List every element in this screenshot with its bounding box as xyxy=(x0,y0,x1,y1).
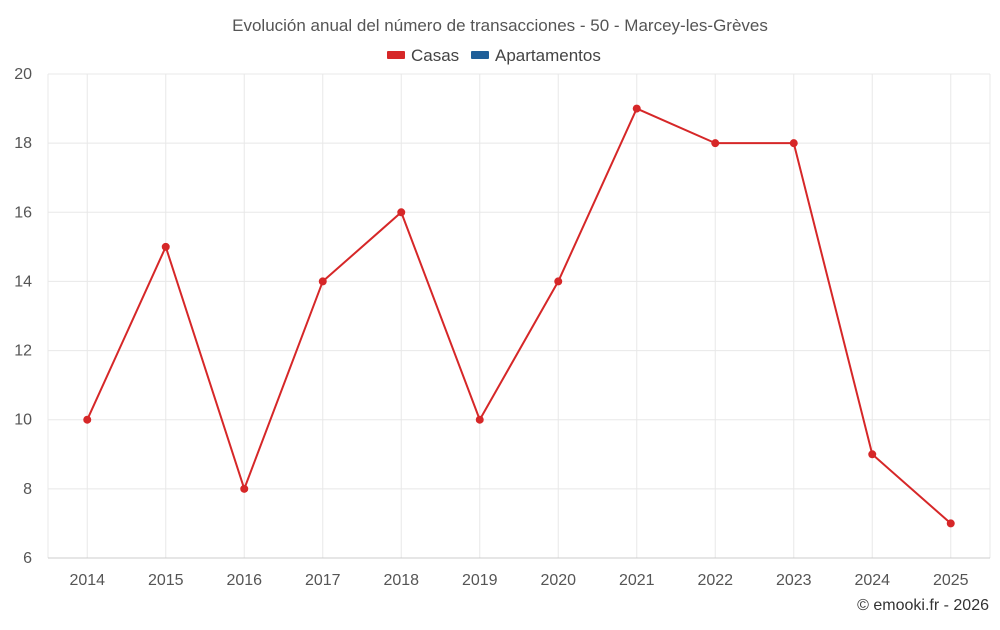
data-point-2020[interactable] xyxy=(554,277,563,286)
series-casas xyxy=(83,104,955,528)
y-axis-ticks: 6 8 10 12 14 16 18 20 xyxy=(14,66,32,567)
x-tick-label: 2017 xyxy=(305,572,341,589)
data-point-2025[interactable] xyxy=(946,519,955,528)
legend-item-casas[interactable]: Casas xyxy=(387,46,459,65)
legend-label-casas: Casas xyxy=(411,46,459,65)
x-tick-label: 2016 xyxy=(226,572,262,589)
x-tick-label: 2025 xyxy=(933,572,969,589)
x-tick-label: 2024 xyxy=(854,572,890,589)
data-point-2015[interactable] xyxy=(161,242,170,251)
legend: Casas Apartamentos xyxy=(387,46,601,65)
legend-label-apartamentos: Apartamentos xyxy=(495,46,601,65)
data-point-2019[interactable] xyxy=(475,415,484,424)
data-point-2024[interactable] xyxy=(868,450,877,459)
legend-item-apartamentos[interactable]: Apartamentos xyxy=(471,46,601,65)
x-tick-label: 2018 xyxy=(383,572,419,589)
data-point-2021[interactable] xyxy=(632,104,641,113)
data-point-2016[interactable] xyxy=(240,484,249,493)
x-tick-label: 2023 xyxy=(776,572,812,589)
y-tick-label: 8 xyxy=(23,481,32,498)
x-tick-label: 2015 xyxy=(148,572,184,589)
x-tick-label: 2022 xyxy=(697,572,733,589)
credit-text: © emooki.fr - 2026 xyxy=(857,597,989,614)
data-point-2023[interactable] xyxy=(789,139,798,148)
data-point-2018[interactable] xyxy=(397,208,406,217)
x-axis-ticks: 2014 2015 2016 2017 2018 2019 2020 2021 2022 2023… xyxy=(69,572,968,589)
y-tick-label: 10 xyxy=(14,412,32,429)
y-tick-label: 14 xyxy=(14,273,32,290)
x-tick-label: 2014 xyxy=(69,572,105,589)
y-tick-label: 18 xyxy=(14,135,32,152)
y-tick-label: 20 xyxy=(14,66,32,83)
chart-title: Evolución anual del número de transaccio… xyxy=(232,16,768,35)
data-point-2017[interactable] xyxy=(318,277,327,286)
data-point-2014[interactable] xyxy=(83,415,92,424)
y-tick-label: 12 xyxy=(14,343,32,360)
legend-swatch-apartamentos xyxy=(471,51,489,59)
x-tick-label: 2021 xyxy=(619,572,655,589)
x-tick-label: 2019 xyxy=(462,572,498,589)
y-tick-label: 6 xyxy=(23,550,32,567)
y-tick-label: 16 xyxy=(14,204,32,221)
legend-swatch-casas xyxy=(387,51,405,59)
x-tick-label: 2020 xyxy=(540,572,576,589)
grid xyxy=(47,73,991,558)
data-point-2022[interactable] xyxy=(711,139,720,148)
series-line-casas xyxy=(86,107,952,525)
